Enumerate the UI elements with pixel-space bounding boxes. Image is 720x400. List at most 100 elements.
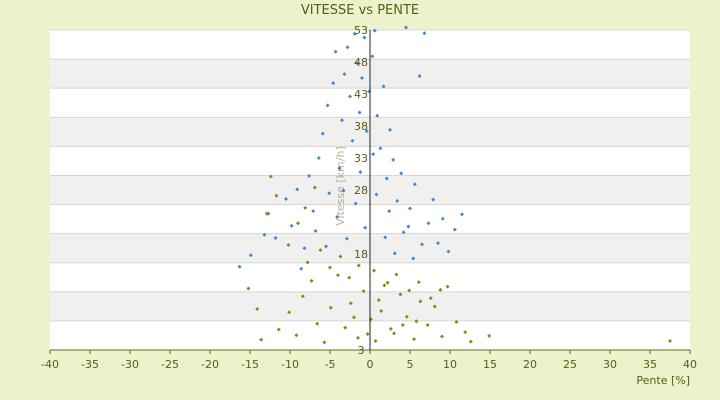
data-point-olive <box>348 301 353 306</box>
data-point-blue <box>327 191 332 196</box>
data-point-blue <box>460 212 464 217</box>
data-point-blue <box>350 138 355 143</box>
data-point-blue <box>440 216 445 221</box>
data-point-blue <box>237 264 242 269</box>
data-point-blue <box>388 127 392 132</box>
x-tick-label: -25 <box>161 358 179 371</box>
data-point-olive <box>373 339 378 344</box>
data-point-olive <box>343 325 348 330</box>
data-point-olive <box>414 319 419 324</box>
data-point-olive <box>246 286 251 291</box>
data-point-blue <box>395 198 400 203</box>
data-point-blue <box>404 25 408 30</box>
data-point-olive <box>418 299 423 304</box>
x-tick-label: -35 <box>81 358 99 371</box>
data-point-blue <box>426 221 431 226</box>
data-point-olive <box>300 294 305 299</box>
data-point-blue <box>340 118 344 123</box>
data-point-olive <box>312 185 317 190</box>
data-point-blue <box>341 188 346 193</box>
chart-title: VITESSE vs PENTE <box>301 3 419 18</box>
data-point-olive <box>294 333 299 338</box>
data-point-blue <box>360 76 364 80</box>
y-tick-label: 48 <box>354 56 368 69</box>
data-point-blue <box>401 230 406 235</box>
data-point-olive <box>388 326 393 331</box>
x-tick-label: 30 <box>603 358 617 371</box>
data-point-blue <box>325 103 330 108</box>
data-point-blue <box>412 182 417 187</box>
data-point-blue <box>372 28 377 33</box>
data-point-olive <box>356 263 361 268</box>
data-point-blue <box>411 256 416 261</box>
y-tick-label: 43 <box>354 88 368 101</box>
data-point-olive <box>394 272 399 277</box>
data-point-olive <box>400 323 405 328</box>
data-point-blue <box>358 170 363 175</box>
x-tick-label: 0 <box>367 358 374 371</box>
data-point-olive <box>372 268 376 273</box>
y-tick-label: 53 <box>354 24 368 37</box>
data-point-blue <box>324 244 328 249</box>
data-point-blue <box>313 228 318 233</box>
data-point-blue <box>337 166 342 171</box>
data-point-blue <box>316 156 321 160</box>
data-point-olive <box>255 307 260 312</box>
data-point-blue <box>357 110 362 115</box>
data-point-blue <box>364 129 369 134</box>
data-point-olive <box>416 280 421 285</box>
data-point-blue <box>295 187 300 192</box>
data-point-blue <box>352 31 357 36</box>
tick-labels: -40 -35 -30 -25 -20 -15 -10 -5 0 5 10 15 20 25 30 35 40 3… <box>41 24 697 371</box>
data-point-olive <box>404 314 409 319</box>
data-point-olive <box>287 310 292 315</box>
data-point-olive <box>259 337 264 342</box>
data-point-blue <box>362 35 367 40</box>
data-points <box>237 25 672 345</box>
data-point-olive <box>356 335 360 340</box>
data-point-olive <box>305 260 310 265</box>
data-point-blue <box>378 146 383 151</box>
data-point-blue <box>370 54 375 59</box>
data-point-olive <box>425 323 430 328</box>
x-tick-label: -30 <box>121 358 139 371</box>
data-point-olive <box>264 211 269 216</box>
data-point-blue <box>374 192 379 197</box>
y-tick-label: 28 <box>354 184 368 197</box>
data-point-olive <box>361 289 366 294</box>
x-tick-label: 25 <box>563 358 577 371</box>
x-tick-label: 15 <box>483 358 497 371</box>
data-point-blue <box>399 171 404 176</box>
x-tick-label: 5 <box>407 358 414 371</box>
data-point-blue <box>331 81 336 86</box>
y-tick-label: 38 <box>354 120 368 133</box>
data-point-olive <box>385 280 390 285</box>
data-point-blue <box>452 227 457 232</box>
data-point-blue <box>345 45 350 50</box>
x-axis-title: Pente [%] <box>636 374 690 387</box>
data-point-olive <box>432 304 437 309</box>
data-point-blue <box>387 209 392 214</box>
data-point-blue <box>289 223 294 228</box>
data-point-blue <box>363 225 368 230</box>
data-point-olive <box>468 339 473 344</box>
data-point-blue <box>307 173 312 178</box>
data-point-olive <box>347 275 352 280</box>
data-point-olive <box>445 284 450 289</box>
data-point-blue <box>355 61 360 66</box>
data-point-olive <box>487 333 492 338</box>
data-point-olive <box>328 265 332 270</box>
x-tick-label: 10 <box>443 358 457 371</box>
data-point-olive <box>376 298 381 303</box>
data-point-olive <box>336 273 340 278</box>
data-point-olive <box>668 339 672 344</box>
data-point-blue <box>273 236 278 240</box>
data-point-olive <box>328 305 333 310</box>
data-point-blue <box>406 224 411 229</box>
data-point-blue <box>431 197 436 202</box>
y-tick-label: 18 <box>354 248 368 261</box>
data-point-blue <box>353 201 358 206</box>
x-tick-label: -40 <box>41 358 59 371</box>
data-point-blue <box>299 266 304 271</box>
